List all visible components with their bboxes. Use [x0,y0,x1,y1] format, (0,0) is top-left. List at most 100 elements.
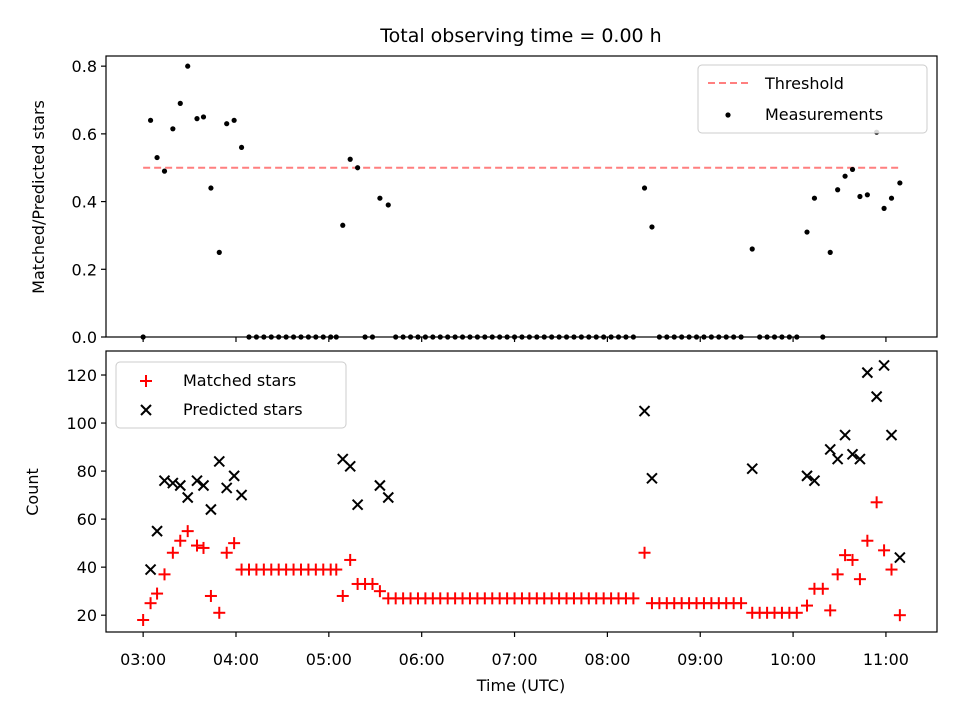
predicted-stars-point [228,470,240,482]
top-y-tick-label: 0.8 [72,57,97,76]
predicted-stars-point [839,429,851,441]
predicted-stars-point [801,470,813,482]
predicted-stars-point [382,491,394,504]
matched-stars-point [853,573,866,586]
predicted-stars-point [351,499,364,511]
bottom-y-tick-label: 100 [66,414,97,433]
predicted-stars-point [174,479,186,492]
measurement-point [888,195,895,201]
predicted-stars-point [878,359,890,372]
legend-measurements-swatch [725,112,731,118]
legend-matched-label: Matched stars [183,371,296,390]
matched-stars-point [137,613,150,626]
bottom-panel: 20 40 60 80 100 120 Count Matched stars Predi… [23,350,938,637]
top-legend-box [697,64,928,134]
top-y-tick-label: 0.6 [72,125,97,144]
measurement-point [355,165,361,171]
matched-stars-point [735,597,748,610]
matched-stars-point [790,606,803,619]
top-y-axis: 0.0 0.2 0.4 0.6 0.8 [72,57,887,347]
matched-stars-point [174,534,187,547]
predicted-stars-point [831,453,844,465]
measurement-point [340,222,346,228]
matched-stars-point [166,546,179,559]
measurement-point [377,195,383,201]
top-y-axis-label: Matched/Predicted stars [29,100,48,294]
matched-stars-point [831,568,844,581]
predicted-stars-point [205,503,217,516]
predicted-stars-point [197,479,210,492]
matched-stars-point [839,549,852,562]
matched-stars-point [861,534,874,547]
matched-stars-point [373,585,386,598]
x-tick-label: 03:00 [120,650,166,669]
predicted-stars-point [220,482,233,494]
measurement-point [347,156,353,162]
bottom-y-axis-label: Count [23,468,42,516]
measurement-point [827,249,833,255]
predicted-stars-point [344,460,356,472]
measurement-point [649,224,655,230]
predicted-stars-point [746,462,758,475]
measurement-point [154,154,160,161]
predicted-stars-point [167,477,179,489]
predicted-stars-point [213,455,225,468]
measurement-point [238,144,245,151]
measurement-point [804,229,810,235]
predicted-stars-point [158,474,171,487]
measurement-point [170,126,176,132]
predicted-stars-point [182,491,194,504]
x-axis-label: Time (UTC) [476,676,565,695]
measurement-point [185,63,191,69]
predicted-stars-point [824,443,836,456]
measurement-point [897,180,903,186]
legend-predicted-label: Predicted stars [183,400,303,419]
legend-measurements-label: Measurements [765,105,883,124]
bottom-y-axis: 20 40 60 80 100 120 [66,366,887,637]
measurement-point [194,116,200,122]
predicted-stars-point [861,366,874,379]
x-tick-label: 09:00 [677,650,723,669]
top-y-tick-label: 0.4 [72,193,97,212]
predicted-stars-point [646,472,658,484]
predicted-stars-point [151,525,163,537]
matched-stars-point [816,582,829,595]
bottom-axes-frame [105,350,938,633]
top-y-tick-label: 0.0 [72,328,97,347]
x-tick-label: 07:00 [491,650,537,669]
bottom-y-tick-label: 120 [66,366,97,385]
measurement-point [881,205,887,211]
predicted-stars-point [870,390,883,403]
matched-stars-point [204,589,217,602]
bottom-legend: Matched stars Predicted stars [115,361,347,429]
matched-stars-point [181,525,194,538]
matched-stars-point [870,496,883,509]
matched-stars-point [366,577,379,590]
measurement-point [208,185,214,191]
predicted-stars-point [144,563,157,576]
matched-stars-point [151,587,164,600]
chart-title: Total observing time = 0.00 h [379,25,661,47]
bottom-y-tick-label: 80 [77,462,97,481]
predicted-stars-point [235,489,248,501]
measurement-point [147,117,154,123]
matched-stars-point [144,597,157,610]
predicted-stars-point [885,429,898,441]
measurement-point [385,202,391,208]
matched-stars-point [824,604,837,617]
x-tick-label: 04:00 [213,650,259,669]
predicted-stars-point [854,453,866,465]
legend-matched-swatch [140,375,152,387]
measurement-point [177,100,183,106]
matched-stars-point [336,589,349,602]
matched-stars-point [893,609,906,622]
bottom-plot-area [137,359,906,626]
matched-stars-point [330,563,343,576]
measurement-point [224,121,230,127]
bottom-y-tick-label: 20 [77,606,97,625]
matched-stars-point [228,537,241,550]
x-tick-label: 10:00 [770,650,816,669]
predicted-stars-point [846,448,859,460]
matched-stars-point [878,544,891,557]
